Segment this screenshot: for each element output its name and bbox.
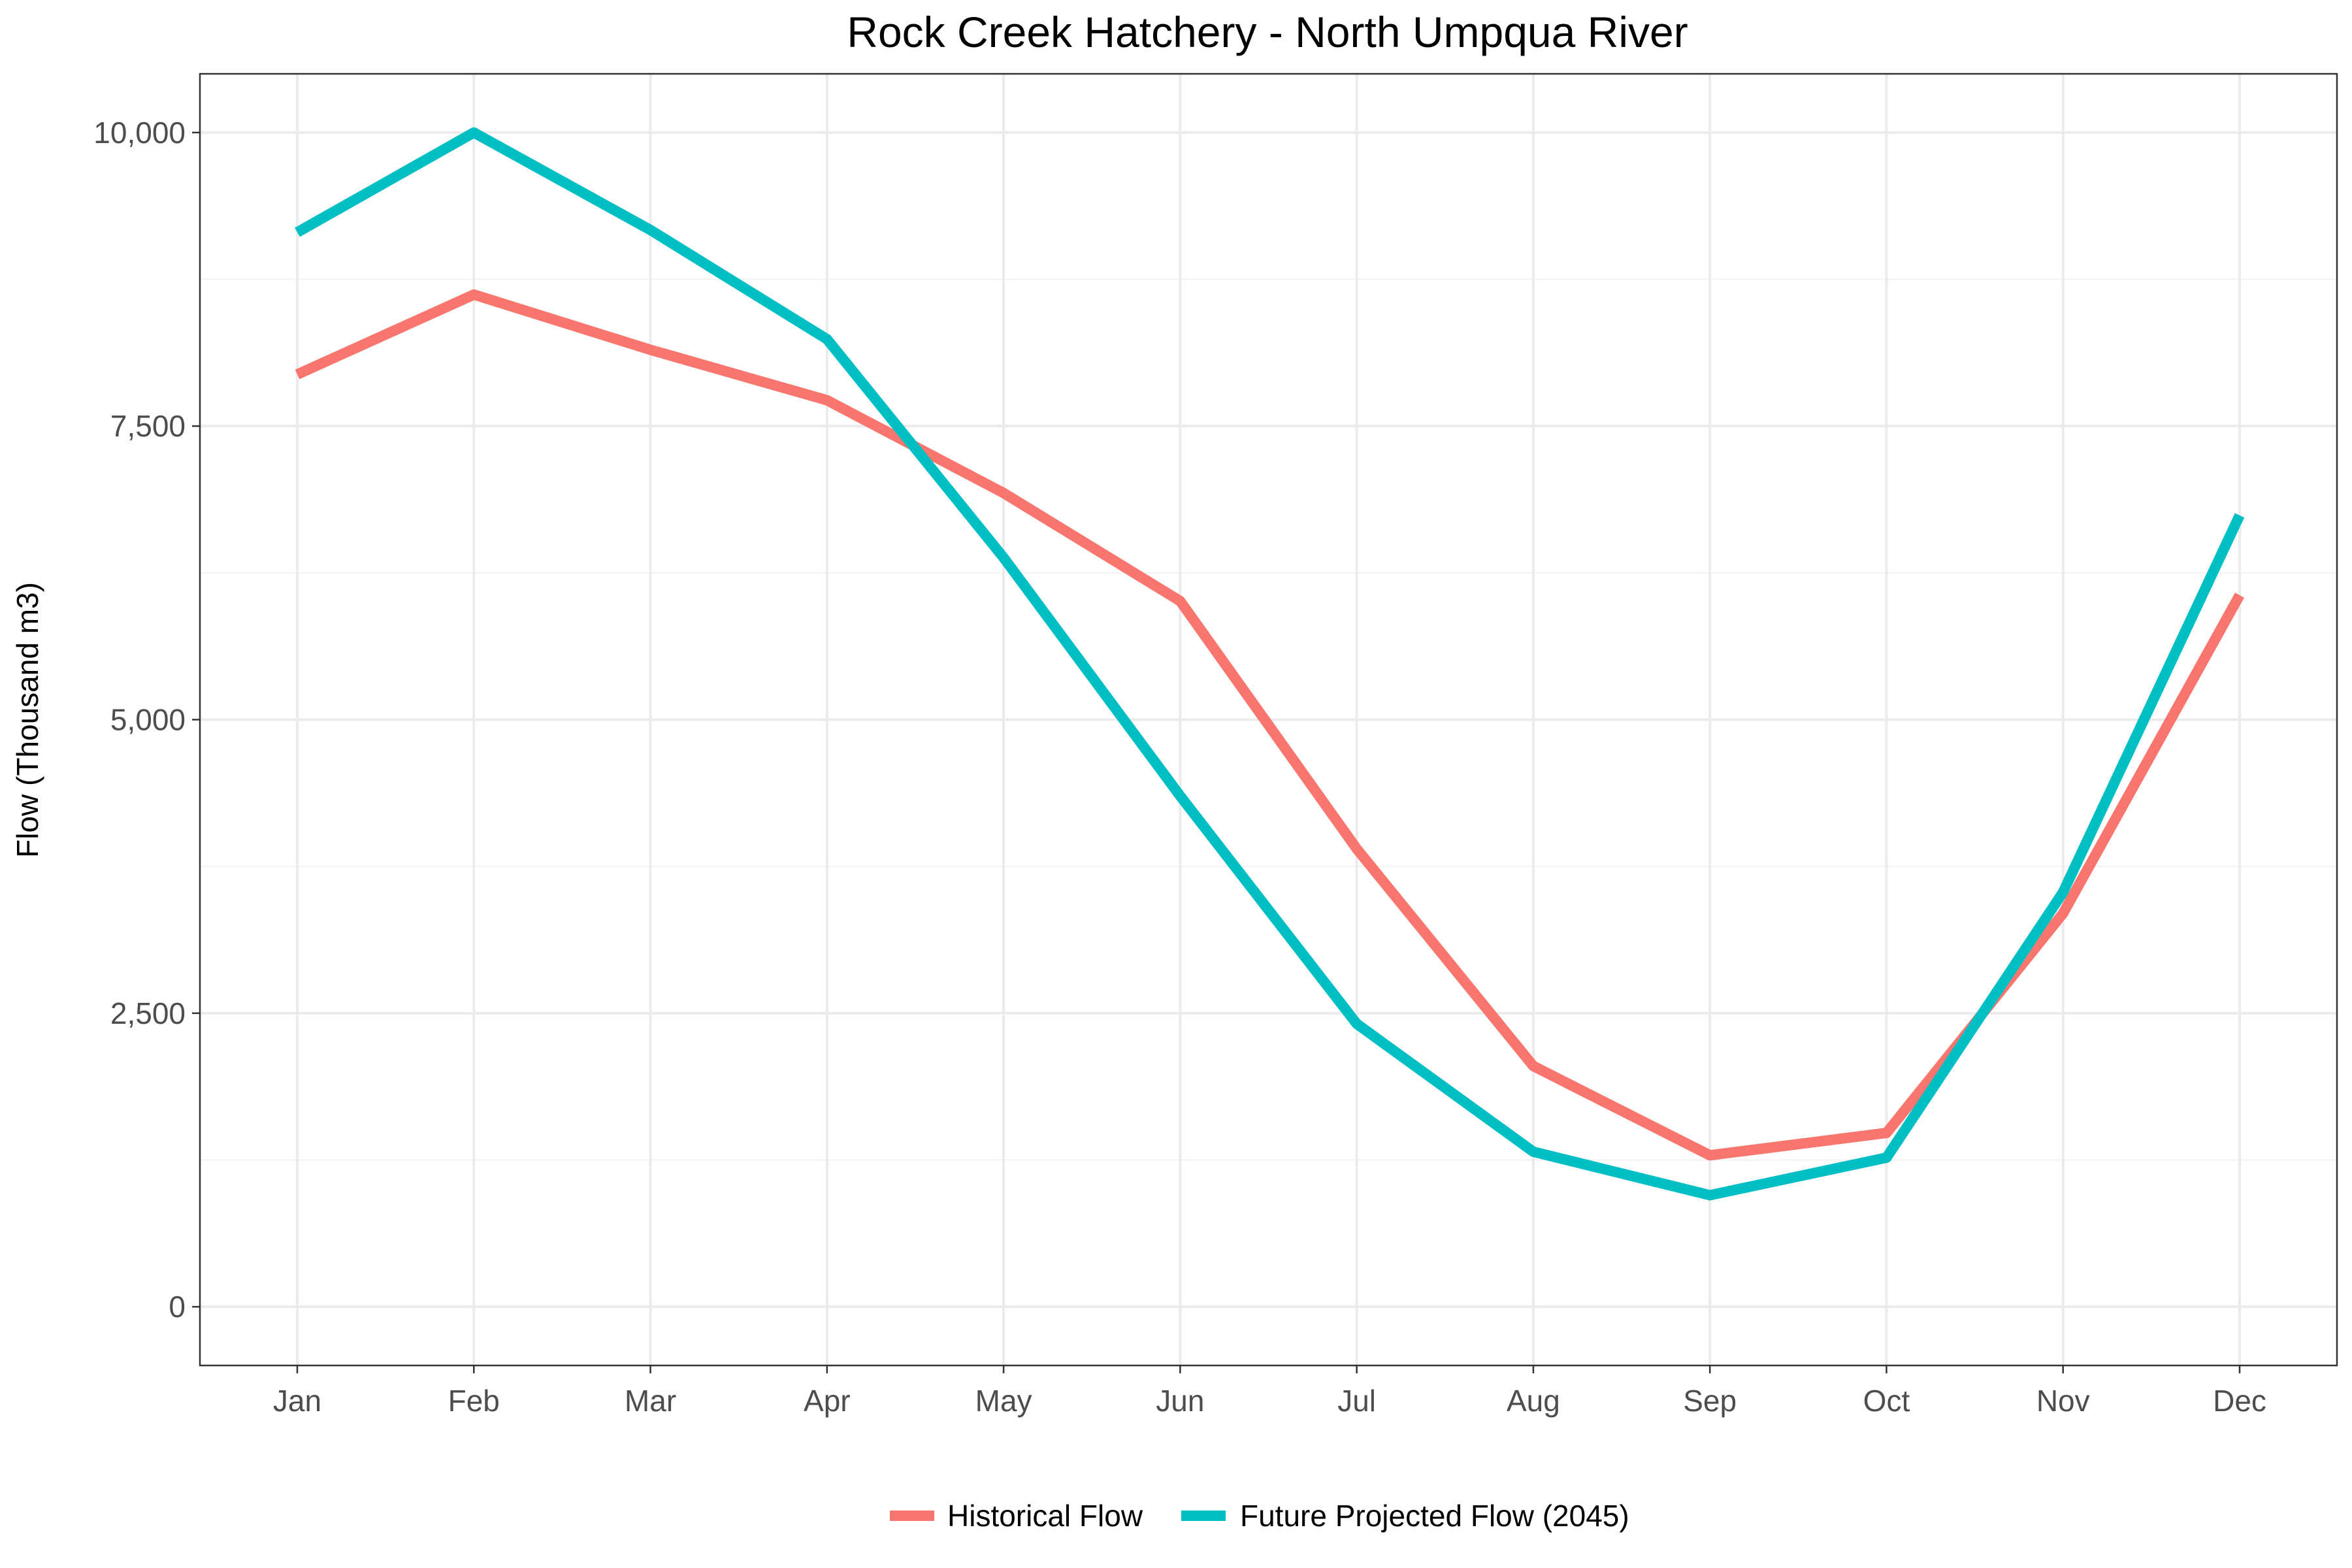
y-axis-title: Flow (Thousand m3) [10, 582, 44, 858]
series-lines [295, 127, 2245, 1201]
x-tick-label: Jan [273, 1384, 321, 1418]
y-tick-label: 10,000 [93, 116, 186, 150]
x-tick-label: Jun [1156, 1384, 1204, 1418]
y-tick-label: 7,500 [110, 409, 186, 443]
x-tick-label: Feb [448, 1384, 500, 1418]
x-tick-label: May [975, 1384, 1032, 1418]
x-tick-label: Nov [2036, 1384, 2090, 1418]
x-tick-label: Jul [1337, 1384, 1376, 1418]
x-tick-label: Sep [1683, 1384, 1737, 1418]
y-tick-label: 2,500 [110, 996, 186, 1030]
series-line-future [295, 127, 2245, 1201]
legend-label: Future Projected Flow (2045) [1240, 1499, 1629, 1533]
x-tick-label: Apr [804, 1384, 851, 1418]
legend-label: Historical Flow [947, 1499, 1143, 1533]
y-tick-label: 0 [169, 1290, 186, 1324]
x-tick-label: Aug [1507, 1384, 1560, 1418]
x-tick-label: Oct [1863, 1384, 1910, 1418]
legend: Historical Flow Future Projected Flow (20… [890, 1499, 1629, 1533]
axes: 0 2,500 5,000 7,500 10,000 Jan Feb Mar Apr May Jun… [93, 116, 2266, 1418]
y-tick-label: 5,000 [110, 703, 186, 737]
series-line-historical [295, 289, 2244, 1161]
x-tick-label: Mar [625, 1384, 676, 1418]
x-tick-label: Dec [2213, 1384, 2266, 1418]
chart-title: Rock Creek Hatchery - North Umpqua River [847, 8, 1688, 56]
